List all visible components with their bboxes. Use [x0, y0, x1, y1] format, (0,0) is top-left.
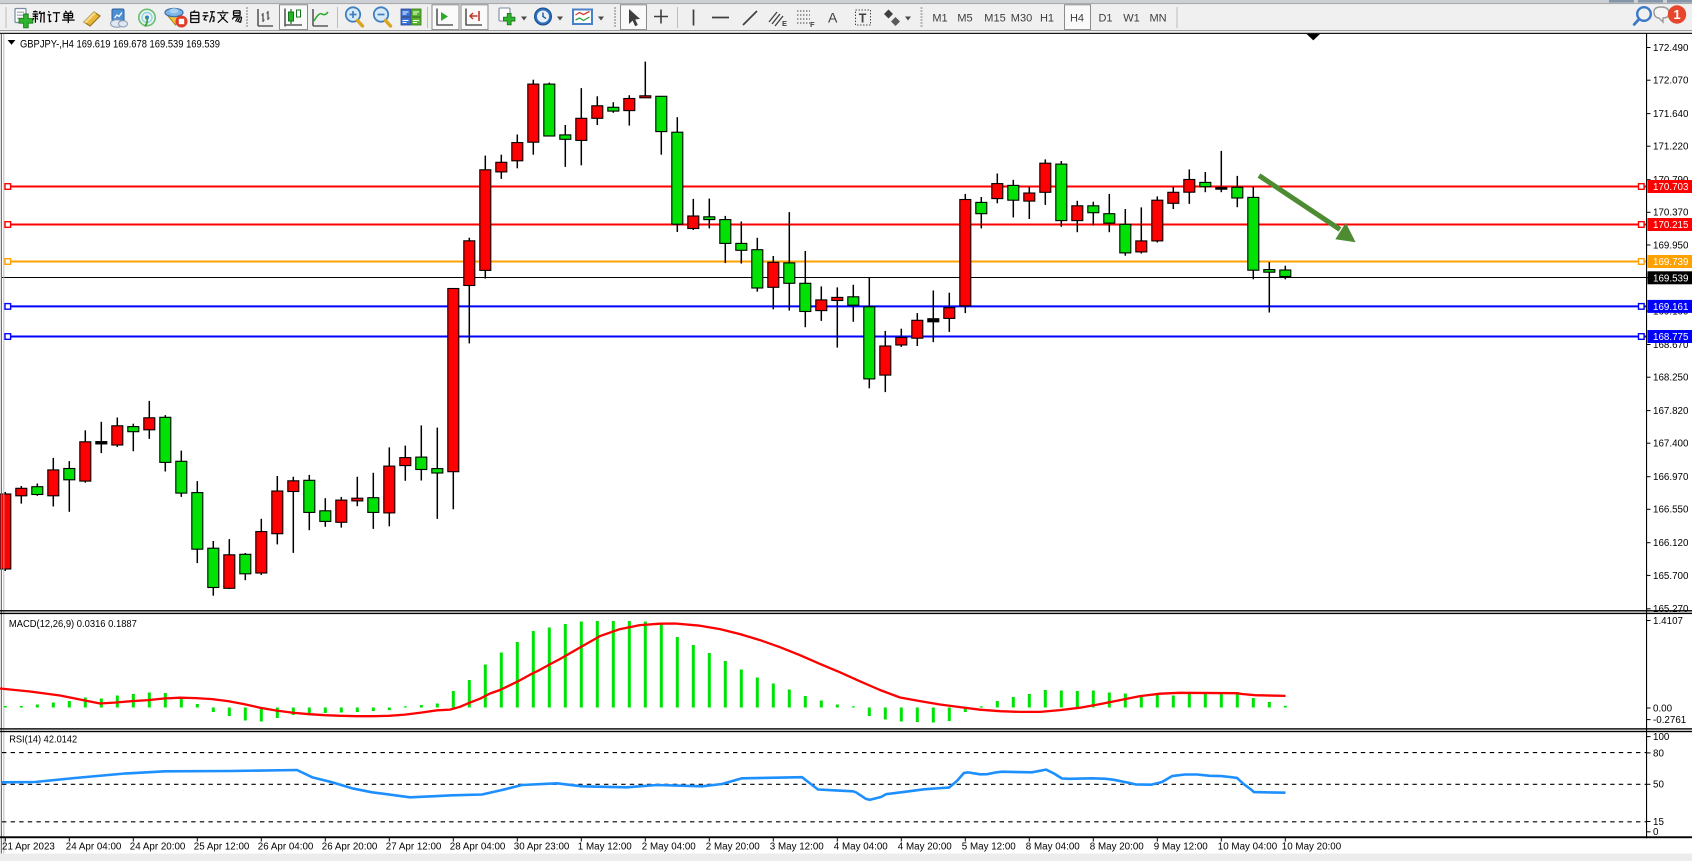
svg-text:4 May 04:00: 4 May 04:00	[834, 842, 888, 853]
svg-text:1.4107: 1.4107	[1653, 616, 1683, 627]
svg-text:H4: H4	[1070, 12, 1084, 24]
svg-text:-0.2761: -0.2761	[1653, 715, 1686, 726]
svg-text:T: T	[859, 12, 867, 26]
svg-text:26 Apr 04:00: 26 Apr 04:00	[258, 842, 314, 853]
svg-text:30 Apr 23:00: 30 Apr 23:00	[514, 842, 570, 853]
svg-text:A: A	[828, 10, 838, 26]
svg-text:0.00: 0.00	[1653, 703, 1673, 714]
svg-text:4 May 20:00: 4 May 20:00	[898, 842, 952, 853]
svg-text:169.161: 169.161	[1653, 302, 1688, 313]
svg-text:168.670: 168.670	[1653, 340, 1689, 351]
svg-text:5 May 12:00: 5 May 12:00	[962, 842, 1016, 853]
svg-text:1 May 12:00: 1 May 12:00	[578, 842, 632, 853]
svg-text:80: 80	[1653, 748, 1664, 759]
svg-text:3 May 12:00: 3 May 12:00	[770, 842, 824, 853]
svg-text:10 May 04:00: 10 May 04:00	[1218, 842, 1278, 853]
svg-text:RSI(14) 42.0142: RSI(14) 42.0142	[9, 733, 77, 745]
svg-text:168.775: 168.775	[1653, 332, 1689, 343]
svg-text:170.215: 170.215	[1653, 220, 1689, 231]
svg-text:2 May 20:00: 2 May 20:00	[706, 842, 760, 853]
svg-text:21 Apr 2023: 21 Apr 2023	[2, 842, 55, 853]
svg-text:167.820: 167.820	[1653, 406, 1689, 417]
svg-text:D1: D1	[1098, 12, 1112, 24]
svg-text:166.120: 166.120	[1653, 538, 1689, 549]
svg-text:9 May 12:00: 9 May 12:00	[1154, 842, 1208, 853]
svg-text:168.250: 168.250	[1653, 373, 1689, 384]
svg-text:169.950: 169.950	[1653, 240, 1689, 251]
svg-text:GBPJPY-,H4 169.619 169.678 16: GBPJPY-,H4 169.619 169.678 169.539 169.5…	[20, 38, 220, 50]
svg-text:170.703: 170.703	[1653, 182, 1689, 193]
svg-text:166.970: 166.970	[1653, 472, 1689, 483]
svg-text:100: 100	[1653, 732, 1670, 743]
svg-text:15: 15	[1653, 817, 1664, 828]
svg-text:165.270: 165.270	[1653, 604, 1689, 615]
svg-text:28 Apr 04:00: 28 Apr 04:00	[450, 842, 506, 853]
svg-text:MN: MN	[1149, 12, 1166, 24]
svg-text:166.550: 166.550	[1653, 505, 1689, 516]
svg-text:2 May 04:00: 2 May 04:00	[642, 842, 696, 853]
svg-text:W1: W1	[1123, 12, 1140, 24]
svg-text:24 Apr 04:00: 24 Apr 04:00	[66, 842, 122, 853]
svg-text:1: 1	[1673, 7, 1680, 22]
svg-text:171.220: 171.220	[1653, 142, 1689, 153]
svg-text:167.400: 167.400	[1653, 439, 1689, 450]
svg-text:H1: H1	[1040, 12, 1054, 24]
svg-text:50: 50	[1653, 780, 1664, 791]
svg-text:MACD(12,26,9) 0.0316 0.1887: MACD(12,26,9) 0.0316 0.1887	[9, 618, 137, 630]
svg-text:8 May 04:00: 8 May 04:00	[1026, 842, 1080, 853]
svg-text:8 May 20:00: 8 May 20:00	[1090, 842, 1144, 853]
svg-text:172.490: 172.490	[1653, 43, 1689, 54]
svg-text:171.640: 171.640	[1653, 109, 1689, 120]
svg-text:165.700: 165.700	[1653, 571, 1689, 582]
svg-text:170.370: 170.370	[1653, 208, 1689, 219]
svg-text:M1: M1	[932, 12, 947, 24]
svg-text:10 May 20:00: 10 May 20:00	[1282, 842, 1342, 853]
svg-text:24 Apr 20:00: 24 Apr 20:00	[130, 842, 186, 853]
svg-text:25 Apr 12:00: 25 Apr 12:00	[194, 842, 250, 853]
svg-text:0: 0	[1653, 827, 1659, 838]
svg-text:26 Apr 20:00: 26 Apr 20:00	[322, 842, 378, 853]
svg-text:M30: M30	[1011, 12, 1032, 24]
svg-text:172.070: 172.070	[1653, 76, 1689, 87]
svg-text:169.539: 169.539	[1653, 273, 1688, 284]
svg-text:F: F	[810, 20, 815, 29]
svg-text:E: E	[782, 19, 787, 28]
svg-text:M15: M15	[984, 12, 1005, 24]
svg-text:M5: M5	[957, 12, 972, 24]
svg-text:27 Apr 12:00: 27 Apr 12:00	[386, 842, 442, 853]
svg-text:169.739: 169.739	[1653, 257, 1688, 268]
